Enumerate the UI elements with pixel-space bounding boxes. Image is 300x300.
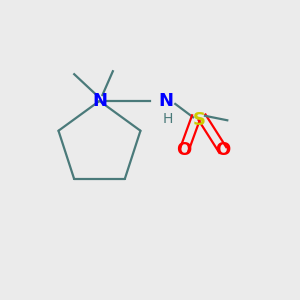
- Text: S: S: [193, 111, 206, 129]
- Text: N: N: [92, 92, 107, 110]
- Text: N: N: [159, 92, 174, 110]
- Text: O: O: [177, 141, 192, 159]
- Text: O: O: [215, 141, 230, 159]
- Text: H: H: [163, 112, 173, 126]
